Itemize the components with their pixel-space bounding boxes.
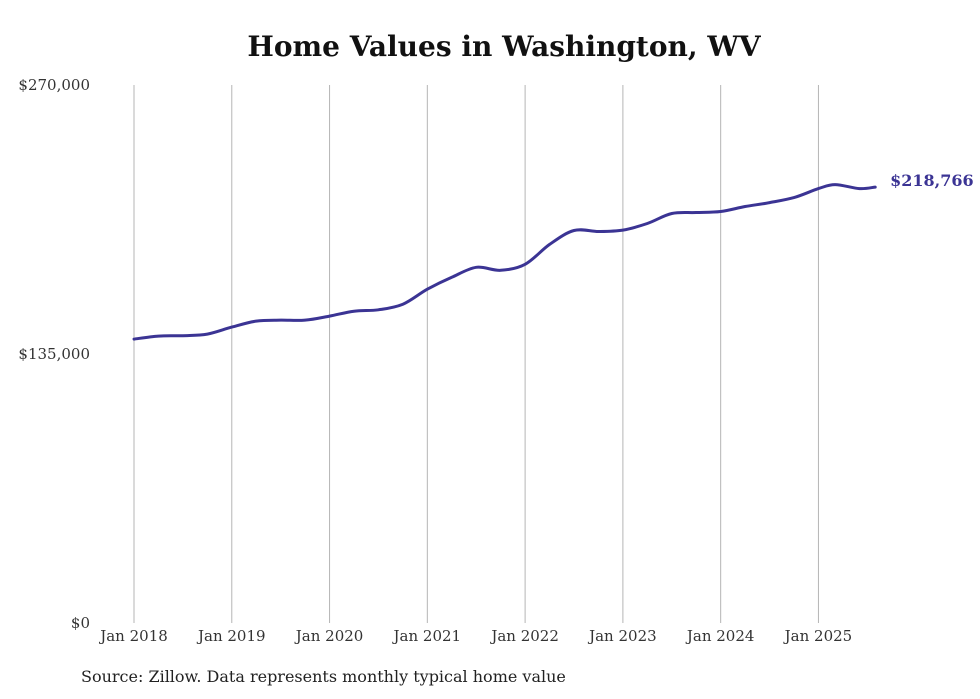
series-line-0 (132, 183, 877, 341)
chart-title: Home Values in Washington, WV (247, 30, 761, 63)
y-tick-label: $0 (71, 614, 90, 632)
y-tick-label: $135,000 (18, 345, 90, 363)
x-tick-label: Jan 2024 (685, 627, 755, 645)
x-axis-ticks: Jan 2018 Jan 2019 Jan 2020 Jan 2021 Jan 2022… (98, 627, 852, 645)
x-tick-label: Jan 2025 (783, 627, 853, 645)
x-tick-label: Jan 2023 (587, 627, 657, 645)
x-tick-label: Jan 2021 (392, 627, 462, 645)
source-note: Source: Zillow. Data represents monthly … (81, 667, 566, 686)
x-tick-label: Jan 2020 (294, 627, 364, 645)
x-tick-label: Jan 2019 (196, 627, 266, 645)
gridlines (133, 85, 819, 623)
y-tick-label: $270,000 (18, 76, 90, 94)
series-layer: $218,766 (132, 171, 974, 341)
x-tick-label: Jan 2022 (489, 627, 559, 645)
x-tick-label: Jan 2018 (98, 627, 168, 645)
y-axis-ticks: $0 $135,000 $270,000 (18, 76, 90, 632)
series-end-label: $218,766 (890, 171, 974, 190)
